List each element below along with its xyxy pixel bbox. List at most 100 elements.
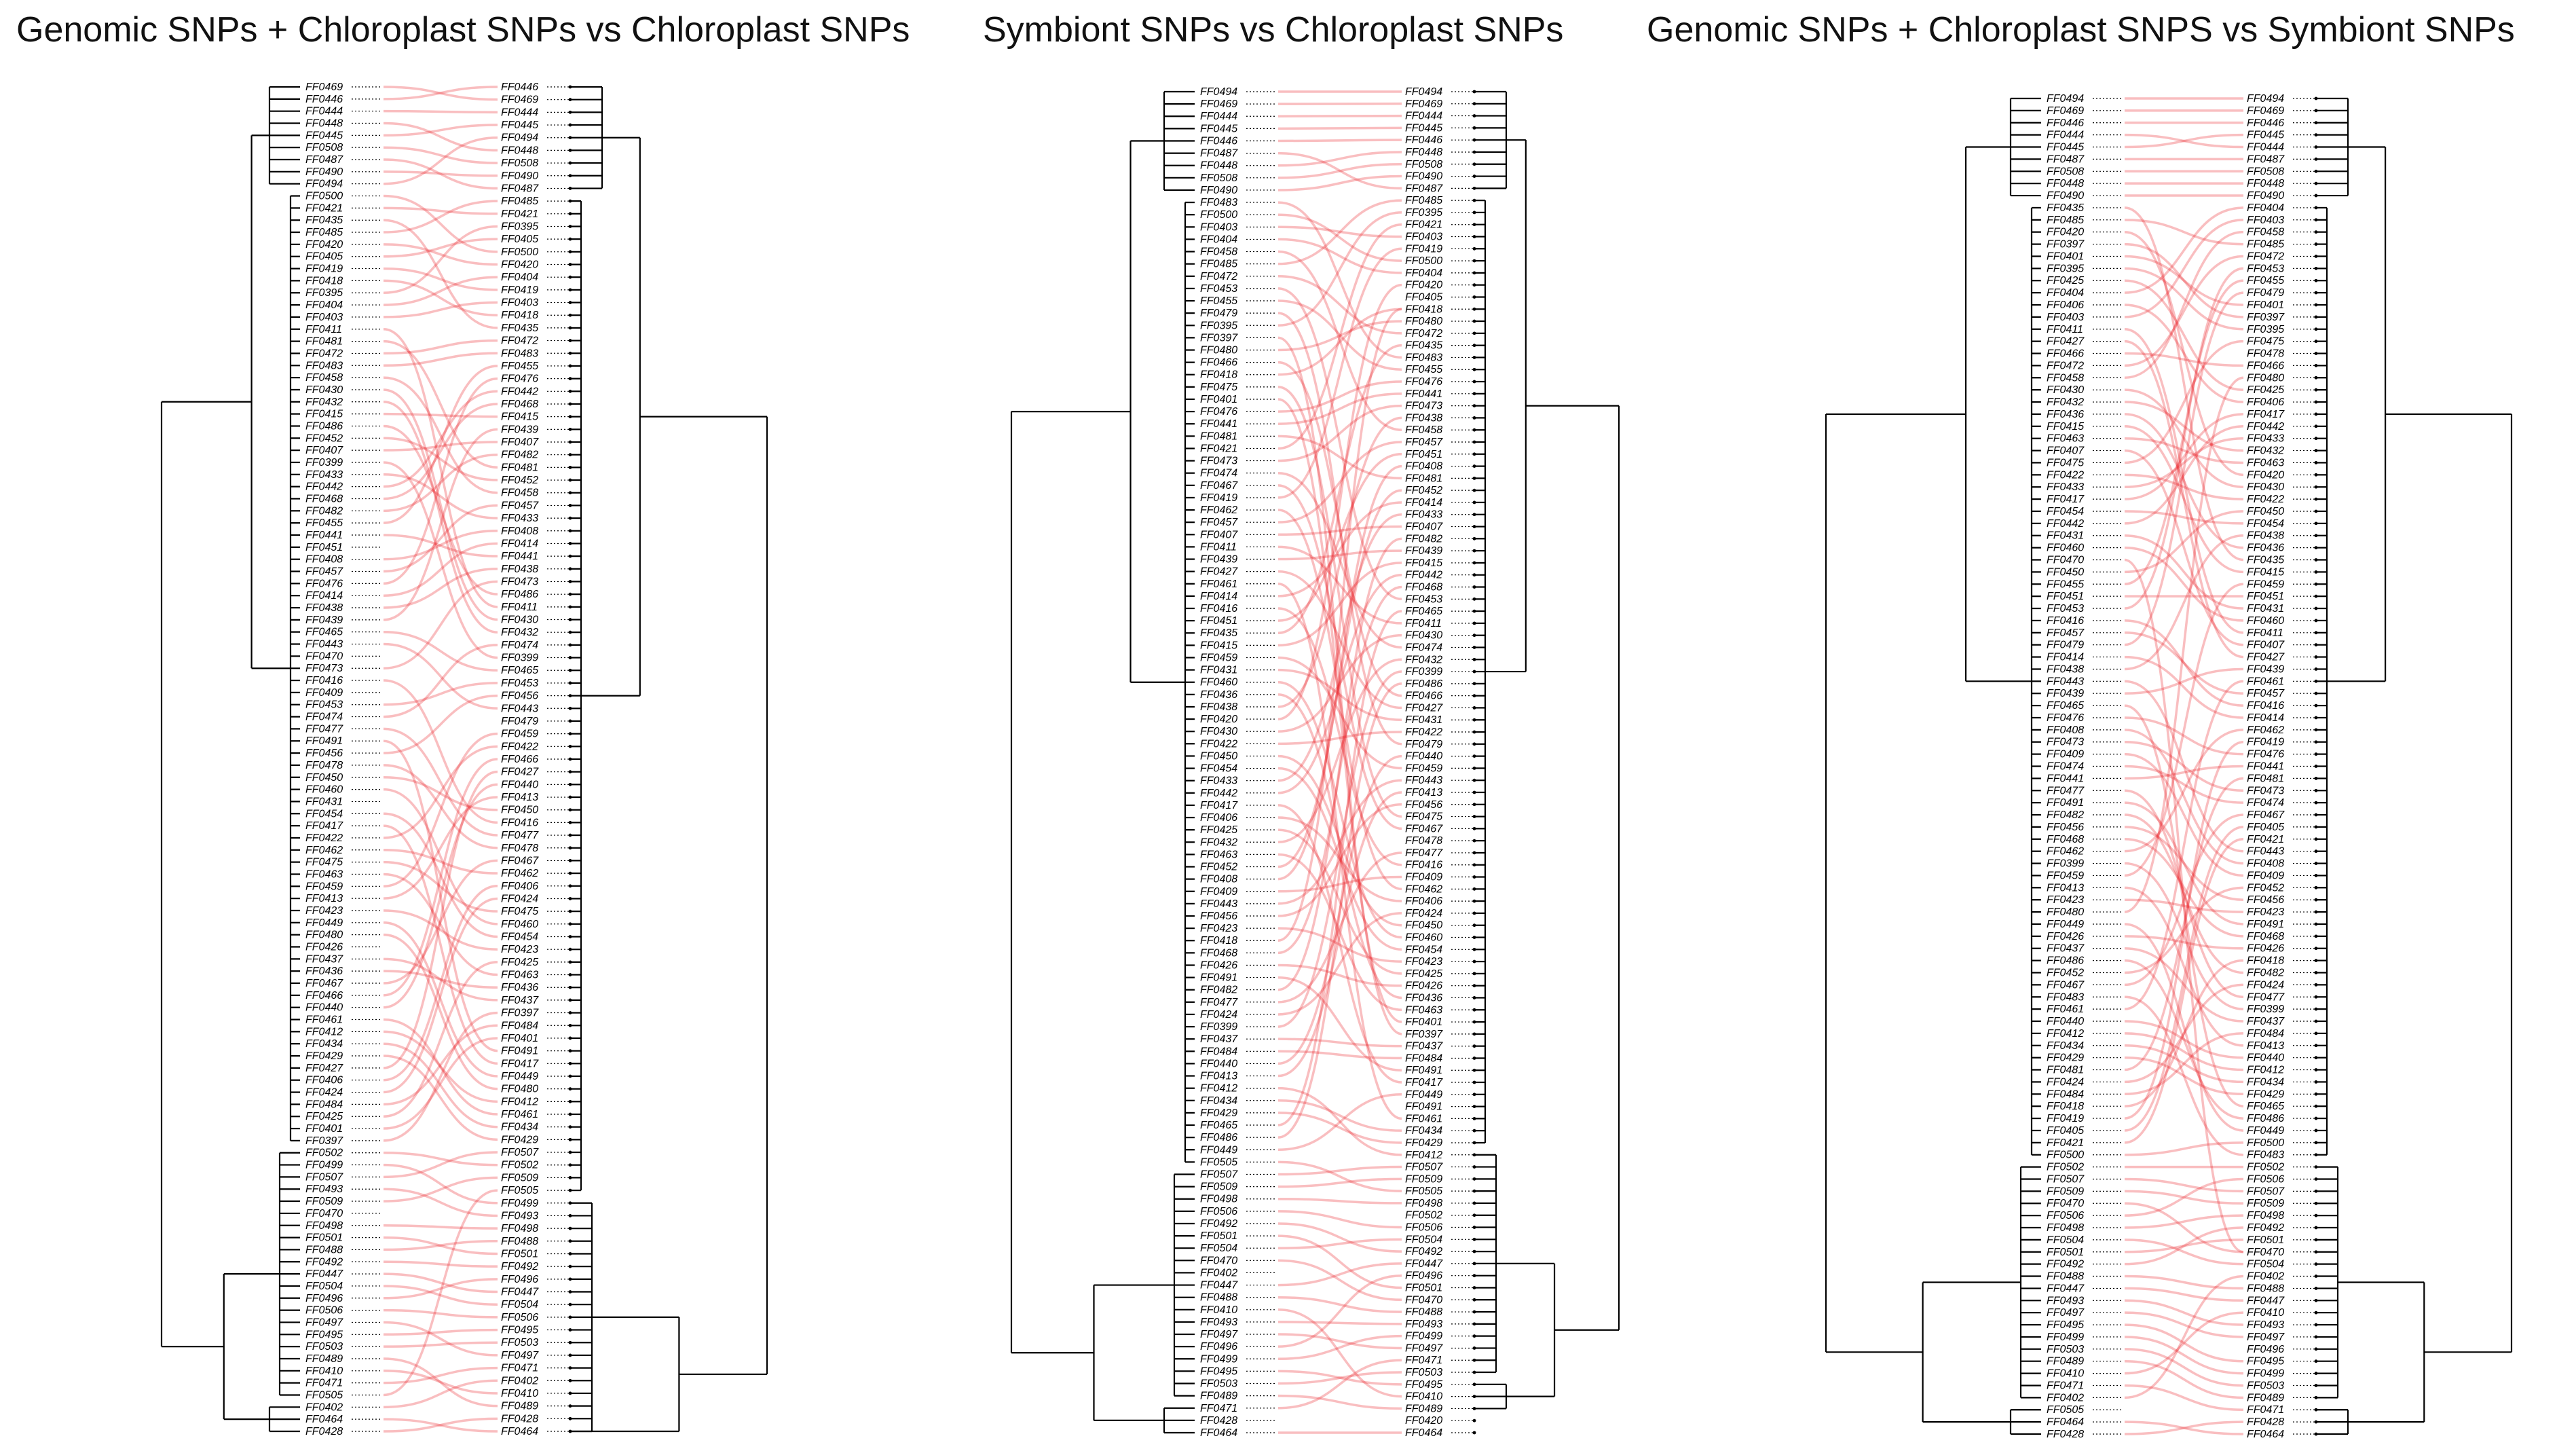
right-leaf-node: [568, 592, 572, 596]
right-tip-label: FF0467: [2247, 809, 2285, 821]
connector-line: [2124, 789, 2244, 998]
left-tip-label: FF0468: [2047, 834, 2084, 845]
connector-line: [1277, 489, 1402, 868]
left-tip-label: FF0468: [1200, 947, 1237, 959]
right-leaf-node: [1472, 911, 1476, 915]
right-tip-label: FF0483: [501, 348, 538, 359]
right-tip-label: FF0395: [1405, 207, 1442, 219]
right-leaf-node: [2314, 728, 2318, 732]
left-tip-label: FF0483: [1200, 197, 1237, 208]
left-tip-label: FF0428: [2047, 1429, 2084, 1440]
connector-line: [2124, 898, 2244, 913]
connector-line: [1277, 767, 1402, 951]
right-leaf-node: [568, 833, 572, 837]
left-tip-label: FF0466: [2047, 348, 2084, 360]
right-tip-label: FF0473: [2247, 785, 2284, 796]
connector-line: [383, 921, 498, 1078]
left-tip-label: FF0446: [1200, 135, 1237, 147]
right-leaf-node: [568, 415, 572, 419]
right-leaf-node: [568, 440, 572, 444]
right-leaf-node: [2314, 703, 2318, 708]
right-leaf-node: [1472, 573, 1476, 577]
right-tip-label: FF0472: [2247, 251, 2284, 262]
right-leaf-node: [1472, 657, 1476, 661]
connector-line: [1277, 464, 1402, 881]
left-tip-label: FF0501: [1200, 1230, 1237, 1242]
left-tip-label: FF0455: [1200, 295, 1237, 307]
right-leaf-node: [568, 1087, 572, 1091]
right-leaf-node: [2314, 667, 2318, 671]
right-leaf-node: [568, 871, 572, 875]
right-tip-label: FF0499: [501, 1198, 538, 1209]
left-tip-label: FF0413: [1200, 1071, 1237, 1082]
connector-line: [2124, 959, 2244, 1120]
connector-line: [2124, 1311, 2244, 1375]
right-leaf-node: [1472, 1322, 1476, 1326]
connector-line: [2124, 267, 2244, 610]
connector-line: [1277, 1038, 1402, 1048]
left-tip-label: FF0502: [2047, 1162, 2084, 1173]
connector-line: [1277, 199, 1402, 265]
connector-line: [2124, 765, 2244, 804]
right-tip-label: FF0467: [1405, 823, 1443, 834]
right-tip-label: FF0473: [501, 576, 538, 587]
right-leaf-node: [2314, 181, 2318, 185]
right-leaf-node: [568, 605, 572, 609]
right-tip-label: FF0434: [501, 1122, 538, 1133]
left-tip-label: FF0418: [2047, 1101, 2084, 1112]
right-tip-label: FF0488: [501, 1236, 538, 1247]
panel-title-symbiont-vs-chloroplast: Symbiont SNPs vs Chloroplast SNPs: [983, 10, 1564, 50]
left-tip-label: FF0438: [1200, 701, 1237, 713]
right-leaf-node: [2314, 885, 2318, 889]
right-leaf-node: [1472, 319, 1476, 323]
right-leaf-node: [2314, 1044, 2318, 1048]
connector-line: [383, 86, 498, 101]
right-tip-label: FF0508: [501, 158, 538, 169]
connector-line: [383, 1163, 498, 1205]
connector-line: [1277, 361, 1402, 697]
right-tip-label: FF0509: [1405, 1173, 1442, 1185]
right-leaf-node: [1472, 344, 1476, 348]
right-tip-label: FF0435: [2247, 555, 2284, 566]
right-leaf-node: [1472, 1226, 1476, 1229]
right-leaf-node: [1472, 162, 1476, 166]
right-leaf-node: [2314, 1104, 2318, 1108]
right-leaf-node: [1472, 1020, 1476, 1024]
connector-line: [383, 1189, 498, 1397]
connector-line: [383, 1379, 498, 1409]
right-leaf-node: [1472, 778, 1476, 782]
left-tip-label: FF0397: [2047, 239, 2085, 251]
connector-line: [2124, 219, 2244, 246]
left-tip-label: FF0407: [305, 445, 343, 456]
right-leaf-node: [2314, 242, 2318, 246]
right-tip-label: FF0507: [2247, 1186, 2285, 1197]
right-tip-label: FF0424: [2247, 979, 2284, 991]
connector-line: [1277, 416, 1402, 708]
right-leaf-node: [2314, 594, 2318, 598]
right-leaf-node: [1472, 549, 1476, 553]
left-tip-label: FF0508: [1200, 172, 1237, 184]
left-tip-label: FF0498: [2047, 1222, 2084, 1234]
right-leaf-node: [2314, 1384, 2318, 1387]
right-leaf-node: [2314, 485, 2318, 489]
left-tip-label: FF0443: [2047, 676, 2084, 687]
connector-line: [383, 534, 498, 557]
right-tip-label: FF0425: [501, 957, 538, 968]
connector-line: [1277, 336, 1402, 1035]
connector-line: [383, 238, 498, 258]
connector-line: [383, 1260, 498, 1268]
right-leaf-node: [1472, 923, 1476, 928]
right-leaf-node: [568, 453, 572, 457]
right-tip-label: FF0486: [2247, 1113, 2284, 1124]
right-tip-label: FF0419: [1405, 243, 1442, 255]
connector-line: [383, 339, 498, 355]
connector-line: [1277, 658, 1402, 844]
left-tip-label: FF0442: [2047, 518, 2084, 530]
left-tip-label: FF0471: [1200, 1403, 1237, 1414]
right-leaf-node: [1472, 440, 1476, 444]
connector-line: [2124, 1420, 2244, 1435]
right-tip-label: FF0455: [501, 361, 538, 372]
right-tip-label: FF0409: [2247, 870, 2284, 881]
right-leaf-node: [568, 1188, 572, 1192]
right-leaf-node: [568, 85, 572, 89]
